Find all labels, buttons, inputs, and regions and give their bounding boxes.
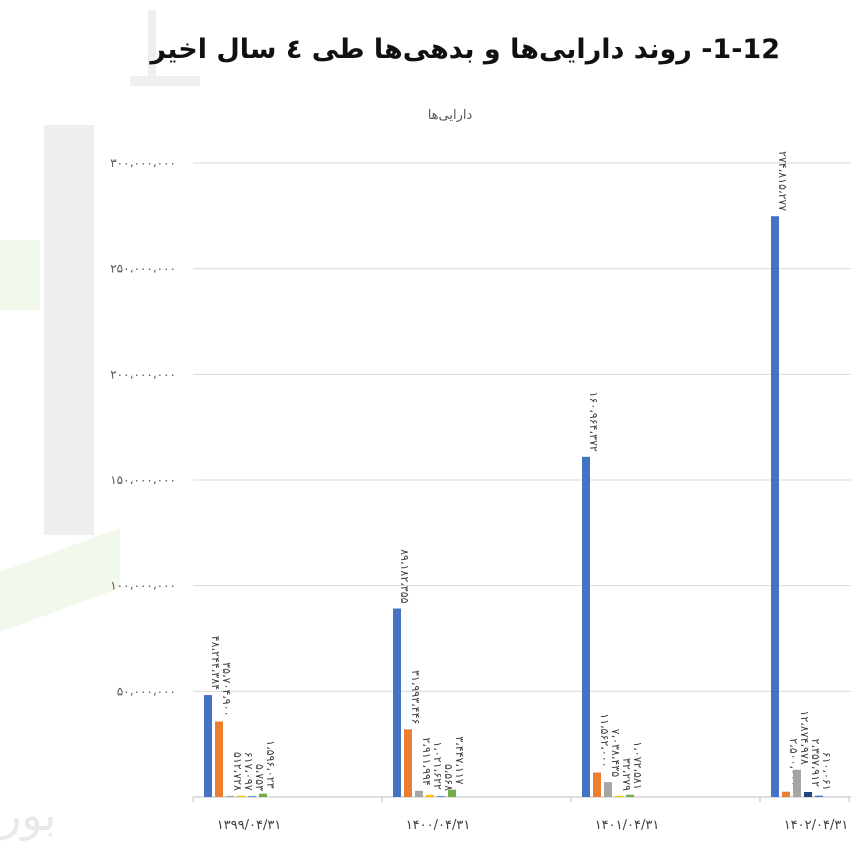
bar — [259, 793, 267, 797]
y-tick-label: ۱۵۰،۰۰۰،۰۰۰ — [110, 473, 176, 487]
data-label: ۱،۰۲۱،۶۲۲ — [431, 741, 444, 790]
data-label: ۱،۰۷۲،۵۸۱ — [631, 741, 644, 789]
data-label: ۳،۴۴۷،۱۱۷ — [453, 736, 466, 785]
data-label: ۵،۷۵۳ — [253, 764, 266, 791]
data-label: ۱۱،۵۶۲،۰۰۰ — [598, 713, 611, 767]
bar — [237, 795, 245, 797]
bar — [248, 796, 256, 797]
data-label: ۶۱۰،۰۶۱ — [820, 752, 833, 791]
bar — [226, 795, 234, 797]
bar — [815, 795, 823, 797]
watermark-green-shape — [0, 240, 40, 310]
data-label: ۱۶۰،۹۶۴،۳۷۲ — [587, 392, 600, 452]
chart-title: دارایی‌ها — [427, 108, 473, 123]
y-tick-label: ۱۰۰،۰۰۰،۰۰۰ — [110, 579, 176, 593]
data-label: ۸۹،۱۸۲،۳۵۵ — [398, 549, 411, 603]
x-tick-label: ۱۳۹۹/۰۴/۳۱ — [217, 818, 282, 832]
watermark-candle-body — [44, 125, 94, 535]
watermark-candle-wick — [148, 10, 156, 82]
bar — [793, 769, 801, 797]
data-label: ۱۲،۸۷۴،۹۷۸ — [798, 710, 811, 764]
page-title: 1-12- روند دارایی‌ها و بدهی‌ها طی ٤ سال … — [150, 34, 780, 65]
bar — [615, 796, 623, 797]
data-label: ۳۵،۷۰۴،۹۰۰ — [220, 662, 233, 716]
bar — [215, 721, 223, 797]
y-tick-label: ۲۵۰،۰۰۰،۰۰۰ — [110, 262, 176, 276]
data-label: ۲،۳۵۷،۹۱۲ — [809, 739, 822, 788]
bar — [604, 782, 612, 797]
data-label: ۴۸،۲۴۴،۳۸۴ — [209, 636, 222, 690]
bar — [804, 792, 812, 797]
y-tick-label: ۲۰۰،۰۰۰،۰۰۰ — [110, 367, 176, 381]
data-label: ۵۱۲،۷۲۸ — [231, 752, 244, 791]
data-label: ۵،۵۶۸ — [442, 764, 455, 791]
y-tick-label: ۳۰۰،۰۰۰،۰۰۰ — [110, 156, 176, 170]
x-tick-label: ۱۴۰۱/۰۴/۳۱ — [595, 818, 660, 832]
data-label: ۱،۵۹۶،۰۲۳ — [264, 740, 277, 789]
bar — [204, 695, 212, 797]
bar — [415, 790, 423, 797]
data-label: ۲۷۴،۸۱۵،۲۷۷ — [776, 151, 789, 211]
bar — [782, 791, 790, 797]
y-tick-label: ۵۰،۰۰۰،۰۰۰ — [117, 684, 176, 698]
data-label: ۲،۹۱۱،۹۹۴ — [420, 737, 433, 786]
bar — [626, 794, 634, 797]
bar — [393, 608, 401, 797]
bar — [771, 216, 779, 798]
watermark-candle-cap — [130, 76, 200, 86]
x-tick-label: ۱۴۰۰/۰۴/۳۱ — [406, 818, 471, 832]
bar — [437, 796, 445, 797]
data-label: ۷،۰۳۸،۴۳۵ — [609, 729, 622, 778]
bar — [404, 729, 412, 797]
x-tick-label: ۱۴۰۲/۰۴/۳۱ — [784, 818, 849, 832]
bar — [448, 789, 456, 797]
bar — [582, 456, 590, 797]
bar — [593, 772, 601, 797]
data-label: ۳۲،۲۷۹ — [620, 758, 633, 791]
data-label: ۳۱،۹۹۳،۴۴۶ — [409, 670, 422, 724]
data-label: ۶۱۷،۰۹۷ — [242, 752, 255, 791]
bar — [426, 794, 434, 797]
